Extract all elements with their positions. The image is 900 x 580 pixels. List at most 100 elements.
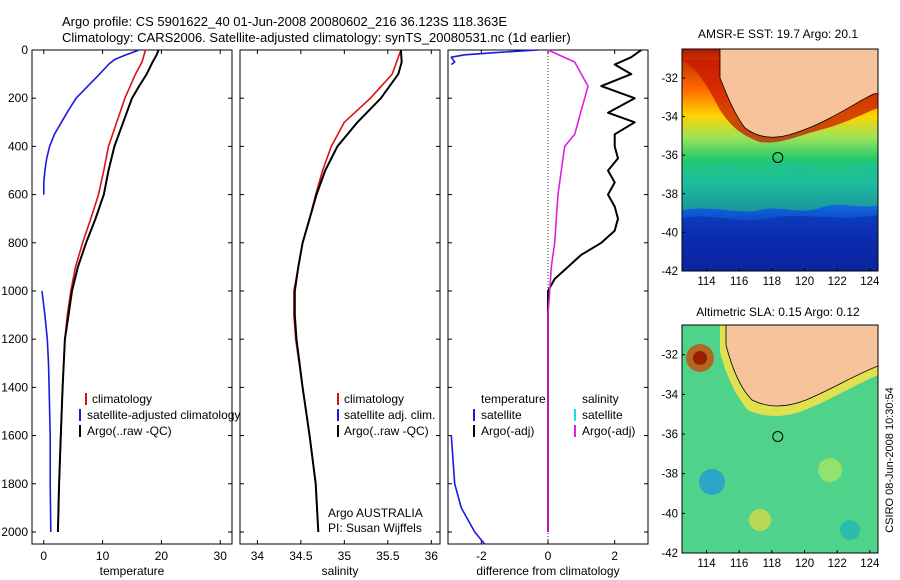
series-line-satellite [41, 290, 52, 533]
x-tick-label: 0 [40, 549, 47, 563]
y-tick-label: 600 [8, 188, 28, 202]
x-tick-label: 10 [96, 549, 110, 563]
x-tick-label: 35 [338, 549, 352, 563]
map-y-tick-label: -34 [661, 112, 678, 124]
map-y-tick-label: -40 [661, 227, 678, 239]
x-tick-label: -2 [476, 549, 487, 563]
map-x-tick-label: 114 [697, 558, 716, 570]
sst-float-marker [772, 152, 784, 163]
legend-label-temp-argo: Argo(-adj) [481, 424, 534, 438]
credit-line1: Argo AUSTRALIA [328, 506, 423, 520]
y-tick-label: 200 [8, 91, 28, 105]
sst-green-front [682, 165, 878, 212]
legend-heading-salinity: salinity [582, 392, 619, 406]
sla-map-panel: Altimetric SLA: 0.15 Argo: 0.12 114 116 11… [661, 305, 880, 570]
map-y-tick-label: -38 [661, 469, 678, 481]
legend-label-sal-satellite: satellite [582, 408, 623, 422]
legend-label-argo: Argo(..raw -QC) [344, 424, 429, 438]
sla-land-mask [725, 325, 878, 407]
sla-map-frame [681, 324, 879, 554]
legend-label-argo: Argo(..raw -QC) [87, 424, 172, 438]
map-y-tick-label: -42 [661, 548, 678, 560]
sla-low-eddy [699, 469, 725, 495]
map-y-tick-label: -32 [661, 350, 678, 362]
map-x-tick-label: 116 [730, 276, 748, 288]
y-tick-label: 400 [8, 139, 28, 153]
sla-high-eddy-core [693, 351, 707, 365]
y-tick-label: 800 [8, 236, 28, 250]
legend-label-sal-argo: Argo(-adj) [582, 424, 635, 438]
temperature-panel: 0 10 20 30 0 200 400 600 800 1000 1200 1400 1600 1800… [1, 43, 240, 578]
x-tick-label: 36 [425, 549, 439, 563]
sst-map-title: AMSR-E SST: 19.7 Argo: 20.1 [698, 27, 858, 41]
y-tick-label: 2000 [1, 525, 28, 539]
map-y-tick-label: -34 [661, 389, 678, 401]
x-tick-label: 35.5 [376, 549, 400, 563]
map-x-tick-label: 118 [763, 276, 781, 288]
series-line-climatology [293, 49, 402, 533]
difference-panel: -2 0 2 difference from climatology tempera… [447, 49, 649, 578]
sst-cold-region [682, 215, 878, 271]
figure-title-line2: Climatology: CARS2006. Satellite-adjuste… [62, 30, 571, 45]
map-x-tick-label: 120 [795, 558, 814, 570]
y-tick-label: 1800 [1, 477, 28, 491]
salinity-xlabel: salinity [322, 564, 359, 578]
x-tick-label: 30 [214, 549, 228, 563]
sst-map-frame [681, 48, 879, 272]
x-tick-label: 34 [251, 549, 265, 563]
series-line-argo_adj_salinity [547, 49, 589, 532]
legend-label-climatology: climatology [92, 392, 152, 406]
series-line-argo [56, 49, 160, 533]
x-tick-label: 20 [155, 549, 169, 563]
salinity-panel: 34 34.5 35 35.5 36 salinity climatology sate… [239, 49, 441, 578]
sla-eddy-east [818, 458, 842, 482]
legend-label-temp-satellite: satellite [481, 408, 522, 422]
map-y-tick-label: -36 [661, 429, 678, 441]
map-x-tick-label: 122 [828, 276, 847, 288]
map-x-tick-label: 122 [828, 558, 847, 570]
temperature-xlabel: temperature [100, 564, 165, 578]
map-x-tick-label: 124 [860, 276, 880, 288]
legend-label-satellite-adj: satellite adj. clim. [344, 408, 435, 422]
map-y-tick-label: -32 [661, 73, 678, 85]
map-y-tick-label: -42 [661, 266, 678, 278]
salinity-axes-frame [239, 49, 441, 545]
y-tick-label: 1600 [1, 429, 28, 443]
map-x-tick-label: 120 [795, 276, 814, 288]
credit-line2: PI: Susan Wijffels [328, 521, 422, 535]
map-x-tick-label: 124 [860, 558, 880, 570]
temperature-legend: climatology satellite-adjusted climatolo… [79, 392, 240, 438]
y-tick-label: 1200 [1, 332, 28, 346]
x-tick-label: 0 [545, 549, 552, 563]
series-line-satellite [42, 49, 140, 195]
map-y-tick-label: -40 [661, 508, 678, 520]
series-line-argo [293, 49, 403, 533]
sla-map-title: Altimetric SLA: 0.15 Argo: 0.12 [696, 305, 860, 319]
x-tick-label: 2 [611, 549, 618, 563]
temperature-axes-frame [31, 49, 233, 545]
series-line-satellite [450, 49, 539, 66]
map-y-tick-label: -38 [661, 189, 678, 201]
sla-eddy-south [749, 509, 771, 531]
salinity-legend: climatology satellite adj. clim. Argo(..… [337, 392, 435, 438]
sst-map-panel: AMSR-E SST: 19.7 Argo: 20.1 114 116 118 120… [661, 27, 880, 288]
sst-land-mask [719, 49, 878, 138]
legend-heading-temperature: temperature [481, 392, 546, 406]
map-x-tick-label: 114 [697, 276, 716, 288]
difference-legend: temperature satellite Argo(-adj) salinit… [473, 392, 635, 438]
series-line-satellite [450, 435, 486, 545]
series-line-argo [547, 49, 642, 532]
y-tick-label: 1000 [1, 284, 28, 298]
difference-xlabel: difference from climatology [476, 564, 619, 578]
sla-float-marker [772, 431, 784, 442]
map-x-tick-label: 116 [730, 558, 748, 570]
y-tick-label: 1400 [1, 380, 28, 394]
y-tick-label: 0 [21, 43, 28, 57]
figure-title-line1: Argo profile: CS 5901622_40 01-Jun-2008 … [62, 14, 507, 29]
legend-label-satellite-adjusted: satellite-adjusted climatology [87, 408, 240, 422]
side-label: CSIRO 08-Jun-2008 10:30:54 [884, 387, 896, 533]
map-y-tick-label: -36 [661, 150, 678, 162]
x-tick-label: 34.5 [289, 549, 313, 563]
map-x-tick-label: 118 [763, 558, 781, 570]
